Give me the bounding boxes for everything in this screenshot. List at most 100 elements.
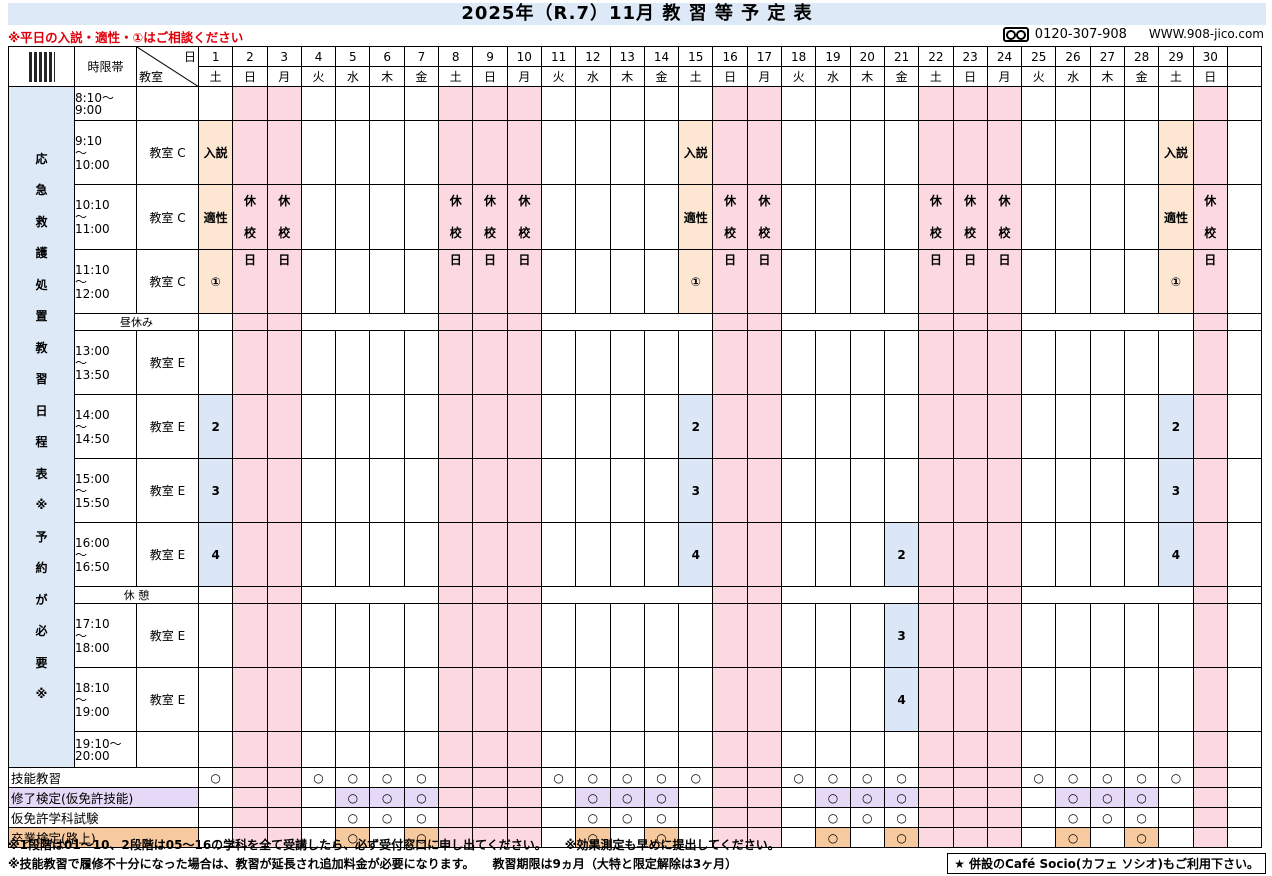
bottom-cell: ○ <box>643 807 680 828</box>
day-header: 9 <box>472 46 508 67</box>
qr-code[interactable] <box>8 46 75 87</box>
kyuko-mark: 休 <box>1204 194 1217 208</box>
bottom-cell <box>918 767 954 788</box>
circle-mark: ○ <box>347 810 359 825</box>
schedule-cell <box>781 522 817 587</box>
time-slot: 11:10 〜 12:00 <box>74 249 137 314</box>
day-number: 24 <box>996 49 1013 64</box>
session-mark: 4 <box>1171 547 1181 562</box>
bottom-cell <box>232 767 268 788</box>
kyuko-mark: 日 <box>484 253 497 267</box>
weekday-label: 土 <box>209 70 222 84</box>
schedule-cell <box>609 667 645 732</box>
schedule-cell <box>712 603 748 668</box>
website-url[interactable]: WWW.908-jico.com <box>1148 27 1264 41</box>
break-cell <box>986 586 1023 604</box>
nyusetsu-mark: 入説 <box>1163 146 1188 160</box>
tekisei-mark: 適性 <box>1163 210 1188 225</box>
bottom-cell <box>1192 807 1228 828</box>
room-cell: 教室 E <box>136 330 199 395</box>
bottom-cell: ○ <box>609 807 645 828</box>
break-cell <box>266 586 302 604</box>
schedule-cell <box>746 603 783 668</box>
kyuko-mark: 校 <box>484 226 497 240</box>
schedule-cell <box>918 667 954 732</box>
break-cell <box>506 313 542 331</box>
day-header: 21 <box>883 46 920 67</box>
bottom-cell: ○ <box>883 827 920 848</box>
row-end <box>1226 731 1262 768</box>
day-header: 27 <box>1089 46 1126 67</box>
room-cell <box>136 86 199 121</box>
circle-mark: ○ <box>656 790 667 805</box>
kyuko-mark: 休 <box>724 194 737 208</box>
bottom-cell <box>918 787 954 808</box>
side-char: 表 <box>35 466 48 481</box>
bottom-cell <box>506 767 542 788</box>
schedule-cell <box>815 120 851 185</box>
schedule-cell <box>1089 394 1126 459</box>
stage3-mark: 3 <box>211 483 220 498</box>
schedule-cell <box>609 394 645 459</box>
bottom-cell: ○ <box>403 827 440 848</box>
stage2-mark: 2 <box>211 419 220 434</box>
kyuko-mark: 日 <box>518 253 531 267</box>
schedule-cell <box>952 667 988 732</box>
weekday-label: 金 <box>415 70 428 84</box>
schedule-table: 時限帯日教室 1 2 3 4 5 6 7 8 9 10 11 12 13 14 15 16 17 18 19 20 21 2… <box>8 46 1262 848</box>
bottom-cell <box>986 807 1023 828</box>
bottom-cell <box>197 807 234 828</box>
bottom-cell <box>952 767 988 788</box>
schedule-cell <box>300 184 337 250</box>
bottom-cell <box>472 807 508 828</box>
schedule-cell <box>472 86 508 121</box>
schedule-cell: 2 <box>883 522 920 587</box>
blank-header <box>1226 46 1262 67</box>
schedule-cell <box>369 603 405 668</box>
tekisei-mark: 適性 <box>203 210 228 225</box>
room-label: 教室 E <box>149 484 186 498</box>
schedule-cell <box>918 86 954 121</box>
phone-number[interactable]: 0120-307-908 <box>1034 27 1127 42</box>
day-header: 18 <box>781 46 817 67</box>
schedule-cell <box>1124 184 1160 250</box>
break-cell <box>438 313 474 331</box>
bottom-cell <box>266 807 302 828</box>
break-cell <box>678 313 713 331</box>
schedule-cell <box>746 667 783 732</box>
schedule-cell <box>1192 522 1228 587</box>
schedule-cell <box>883 249 920 314</box>
room-cell: 教室 C <box>136 120 199 185</box>
closed-cell: 日 <box>918 249 954 314</box>
weekday-label: 月 <box>278 70 291 84</box>
weekday-label: 日 <box>1204 70 1217 84</box>
weekday-header: 木 <box>609 66 645 87</box>
schedule-cell <box>1158 86 1194 121</box>
side-char: 急 <box>35 183 48 197</box>
bottom-cell <box>1158 827 1194 848</box>
break-cell <box>266 313 302 331</box>
bottom-cell: ○ <box>849 807 885 828</box>
bottom-cell: ○ <box>678 767 714 788</box>
row-end <box>1226 767 1262 788</box>
schedule-cell: 2 <box>197 394 234 459</box>
schedule-cell <box>335 522 371 587</box>
schedule-cell <box>678 86 714 121</box>
closed-cell: 休校 <box>1192 184 1228 250</box>
schedule-cell <box>643 86 680 121</box>
weekday-header: 月 <box>506 66 542 87</box>
schedule-cell <box>918 603 954 668</box>
kyuko-mark: 校 <box>243 226 256 240</box>
time-text: 15:00 〜 15:50 <box>75 471 110 510</box>
schedule-cell <box>781 330 817 395</box>
bottom-cell: ○ <box>1124 827 1160 848</box>
side-char: 教 <box>35 340 48 355</box>
nichi-label: 日 <box>183 50 196 64</box>
stage2-mark: 2 <box>691 419 700 434</box>
break-label: 昼休み <box>74 313 199 331</box>
schedule-cell <box>438 731 474 768</box>
bottom-cell <box>712 767 748 788</box>
row-end <box>1226 120 1262 185</box>
bottom-cell <box>506 827 542 848</box>
circle-mark: ○ <box>1033 770 1045 785</box>
